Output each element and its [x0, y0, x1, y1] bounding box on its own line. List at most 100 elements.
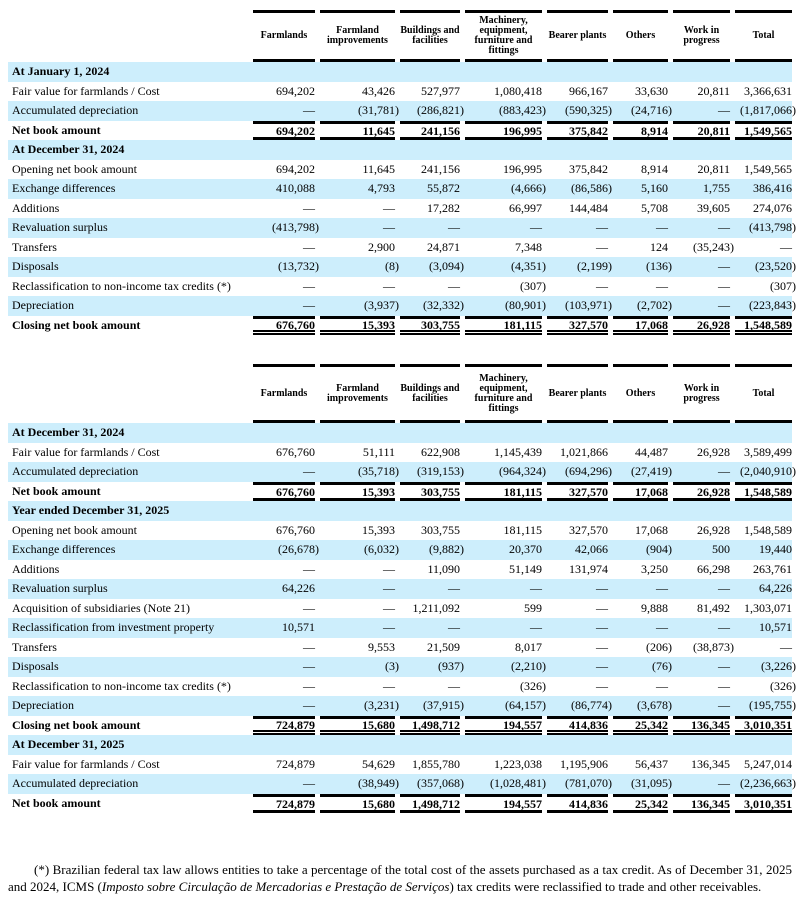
row-label: Disposals	[12, 659, 59, 674]
cell-value: 194,557	[465, 793, 542, 813]
table-row: Reclassification from investment propert…	[8, 618, 792, 638]
table-row: Net book amount 694,202 11,645 241,156 196,9…	[8, 120, 792, 140]
cell-bearer-plants: 42,066	[542, 540, 608, 560]
cell-value: 181,115	[503, 522, 542, 537]
column-header-label: Farmlands	[253, 364, 315, 423]
cell-bearer-plants: 327,570	[542, 315, 608, 335]
cell-farmlands: 10,571	[248, 618, 315, 638]
cell-bearer-plants	[542, 62, 608, 82]
cell-work-in-progress: 20,811	[668, 120, 730, 140]
column-header-bearer-plants: Bearer plants	[542, 364, 608, 423]
cell-value: 9,553	[368, 639, 395, 654]
table-row: Depreciation — (3,937) (32,332) (80,901) (103…	[8, 296, 796, 316]
cell-machinery-equipment-furniture-and-fittings: 196,995	[460, 160, 542, 180]
cell-value: 54,629	[362, 756, 395, 771]
cell-work-in-progress: (38,873)	[668, 638, 734, 658]
cell-farmlands: 694,202	[248, 120, 315, 140]
cell-value: (38,873)	[693, 639, 734, 654]
cell-bearer-plants: 414,836	[542, 715, 608, 735]
cell-others: 17,068	[608, 315, 668, 335]
cell-value: (590,325)	[565, 103, 612, 117]
cell-farmlands: (413,798)	[248, 218, 319, 238]
table-row: Closing net book amount 724,879 15,680 1,49…	[8, 715, 792, 735]
cell-total: —	[730, 638, 792, 658]
cell-bearer-plants: —	[542, 277, 608, 297]
row-label: At December 31, 2024	[12, 425, 125, 440]
cell-buildings-and-facilities: 303,755	[395, 521, 460, 541]
cell-work-in-progress	[668, 140, 730, 160]
cell-value: 19,440	[759, 542, 792, 556]
cell-value: (307)	[520, 278, 546, 293]
cell-value: 1,498,712	[400, 715, 460, 735]
cell-farmland-improvements: (31,781)	[315, 101, 399, 121]
cell-value: 694,202	[253, 120, 315, 140]
cell-value: (24,716)	[631, 103, 672, 117]
cell-total: 19,440	[730, 540, 792, 560]
cell-value: 10,571	[759, 620, 792, 634]
cell-farmland-improvements: 4,793	[315, 179, 395, 199]
cell-value: 15,393	[362, 522, 395, 537]
table-header: Farmlands Farmland improvements Buildings …	[8, 364, 792, 423]
cell-machinery-equipment-furniture-and-fittings: 181,115	[460, 315, 542, 335]
cell-value: —	[303, 239, 315, 254]
row-label: Accumulated depreciation	[12, 103, 139, 118]
cell-total: (326)	[730, 677, 796, 697]
cell-buildings-and-facilities: 622,908	[395, 443, 460, 463]
cell-value: —	[448, 678, 460, 693]
cell-work-in-progress: 26,928	[668, 315, 730, 335]
cell-value: 676,760	[253, 315, 315, 335]
cell-machinery-equipment-furniture-and-fittings: —	[460, 218, 542, 238]
cell-others: 25,342	[608, 793, 668, 813]
cell-value: 196,995	[465, 120, 542, 140]
cell-total: 263,761	[730, 560, 792, 580]
cell-farmland-improvements: (35,718)	[315, 462, 399, 482]
cell-others: 17,068	[608, 521, 668, 541]
cell-value: 26,928	[697, 444, 730, 459]
table-row: Net book amount 724,879 15,680 1,498,712 194…	[8, 793, 792, 813]
cell-farmlands: —	[248, 638, 315, 658]
row-label: Net book amount	[12, 795, 101, 810]
cell-value: 33,630	[635, 83, 668, 98]
section-header-row: At December 31, 2024	[8, 423, 792, 443]
column-header-others: Others	[608, 364, 668, 423]
cell-value: —	[448, 620, 460, 634]
cell-machinery-equipment-furniture-and-fittings	[460, 140, 542, 160]
cell-value: 327,570	[547, 315, 608, 335]
cell-work-in-progress: 20,811	[668, 82, 730, 102]
cell-others: 5,160	[608, 179, 668, 199]
cell-work-in-progress: —	[668, 257, 730, 277]
cell-buildings-and-facilities: 1,855,780	[395, 755, 460, 775]
cell-machinery-equipment-furniture-and-fittings: 181,115	[460, 521, 542, 541]
cell-value: (2,040,910)	[740, 464, 796, 478]
cell-value: 136,345	[691, 756, 730, 771]
cell-value: —	[718, 620, 730, 634]
cell-value: —	[383, 220, 395, 234]
cell-others: 56,437	[608, 755, 668, 775]
cell-value: (2,236,663)	[740, 776, 796, 790]
cell-value: 44,487	[635, 444, 668, 459]
cell-work-in-progress: 39,605	[668, 199, 730, 219]
cell-farmland-improvements: —	[315, 218, 395, 238]
cell-farmlands: 676,760	[248, 443, 315, 463]
cell-farmland-improvements: —	[315, 618, 395, 638]
column-header-farmlands: Farmlands	[248, 364, 315, 423]
cell-work-in-progress: 20,811	[668, 160, 730, 180]
cell-value: —	[656, 581, 668, 595]
cell-total: 3,589,499	[730, 443, 792, 463]
cell-value: 303,755	[400, 481, 460, 501]
cell-value: 194,557	[465, 715, 542, 735]
cell-value: (326)	[770, 678, 796, 693]
cell-value: 527,977	[421, 83, 460, 98]
cell-farmlands	[248, 735, 315, 755]
cell-bearer-plants: —	[542, 657, 608, 677]
cell-value: —	[596, 600, 608, 615]
cell-others: 9,888	[608, 599, 668, 619]
cell-machinery-equipment-furniture-and-fittings: —	[460, 618, 542, 638]
cell-value: (38,949)	[358, 776, 399, 790]
cell-value: 1,548,589	[735, 315, 792, 335]
cell-value: 724,879	[253, 715, 315, 735]
cell-work-in-progress: 136,345	[668, 755, 730, 775]
cell-bearer-plants: 375,842	[542, 120, 608, 140]
cell-machinery-equipment-furniture-and-fittings: (2,210)	[460, 657, 546, 677]
cell-value: 241,156	[400, 120, 460, 140]
